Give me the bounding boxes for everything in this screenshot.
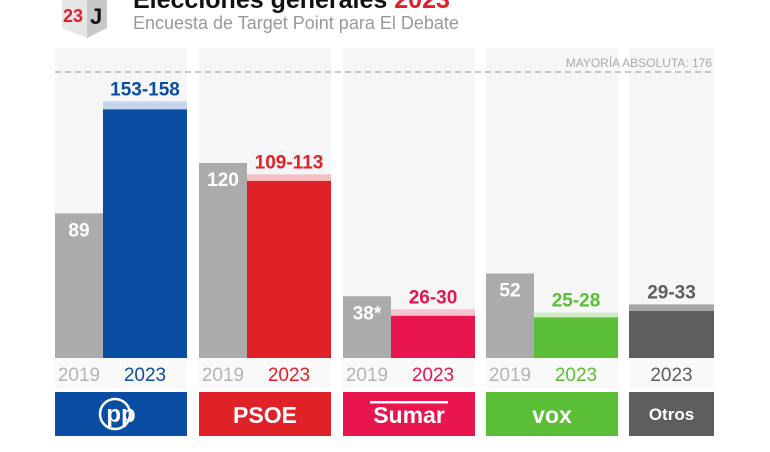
party-name: Sumar [373, 402, 445, 428]
value-label-2023: 25-28 [552, 291, 601, 312]
value-label-2023: 109-113 [255, 152, 324, 173]
year-label-2019: 2019 [346, 365, 388, 386]
party-name: pp [106, 401, 135, 428]
bar-2023-range [103, 101, 187, 110]
year-label-2019: 2019 [58, 365, 100, 386]
bar-2019 [343, 296, 391, 358]
bar-2023 [534, 317, 618, 358]
year-label-2023: 2023 [412, 365, 454, 386]
party-name: Otros [649, 405, 694, 424]
year-label-2023: 2023 [124, 365, 166, 386]
svg-text:J: J [90, 4, 102, 29]
year-band [629, 358, 714, 388]
year-label-2023: 2023 [650, 365, 692, 386]
party-logo-vox [486, 392, 618, 436]
bar-2023-range [391, 309, 475, 316]
value-label-2019: 120 [207, 170, 239, 191]
value-label-2023: 29-33 [647, 282, 696, 303]
bar-2023-range [247, 174, 331, 181]
party-logo-otros [629, 392, 714, 436]
party-name: PSOE [233, 402, 297, 428]
party-logo-sumar [343, 392, 475, 436]
year-label-2023: 2023 [268, 365, 310, 386]
year-label-2019: 2019 [489, 365, 531, 386]
bar-2019 [55, 213, 103, 358]
value-label-2019: 89 [68, 220, 89, 241]
year-band [486, 358, 618, 388]
party-logo-psoe [199, 392, 331, 436]
value-label-2023: 153-158 [110, 79, 180, 100]
pp-logo-circle [98, 397, 132, 431]
sumar-logo-bar [370, 401, 448, 404]
bar-2023 [247, 180, 331, 358]
bar-2023 [391, 315, 475, 358]
value-label-2023: 26-30 [409, 287, 458, 308]
chart-title: Elecciones generales 2023 [133, 0, 450, 14]
year-label-2019: 2019 [202, 365, 244, 386]
value-label-2019: 52 [499, 281, 520, 302]
majority-label: MAYORÍA ABSOLUTA: 176 [566, 55, 713, 70]
year-band [55, 358, 187, 388]
bar-2023-range [629, 304, 714, 311]
svg-text:23: 23 [63, 6, 83, 26]
year-band [343, 358, 475, 388]
value-label-2019: 38* [353, 303, 382, 324]
bar-2023 [629, 310, 714, 358]
year-label-2023: 2023 [555, 365, 597, 386]
party-name: vox [532, 402, 572, 428]
bar-2019 [199, 163, 247, 358]
chart-subtitle: Encuesta de Target Point para El Debate [133, 13, 459, 33]
23j-logo: 23 J [62, 0, 107, 38]
year-band [199, 358, 331, 388]
bar-2023-range [534, 312, 618, 318]
bar-2019 [486, 273, 534, 358]
bar-2023 [103, 109, 187, 358]
